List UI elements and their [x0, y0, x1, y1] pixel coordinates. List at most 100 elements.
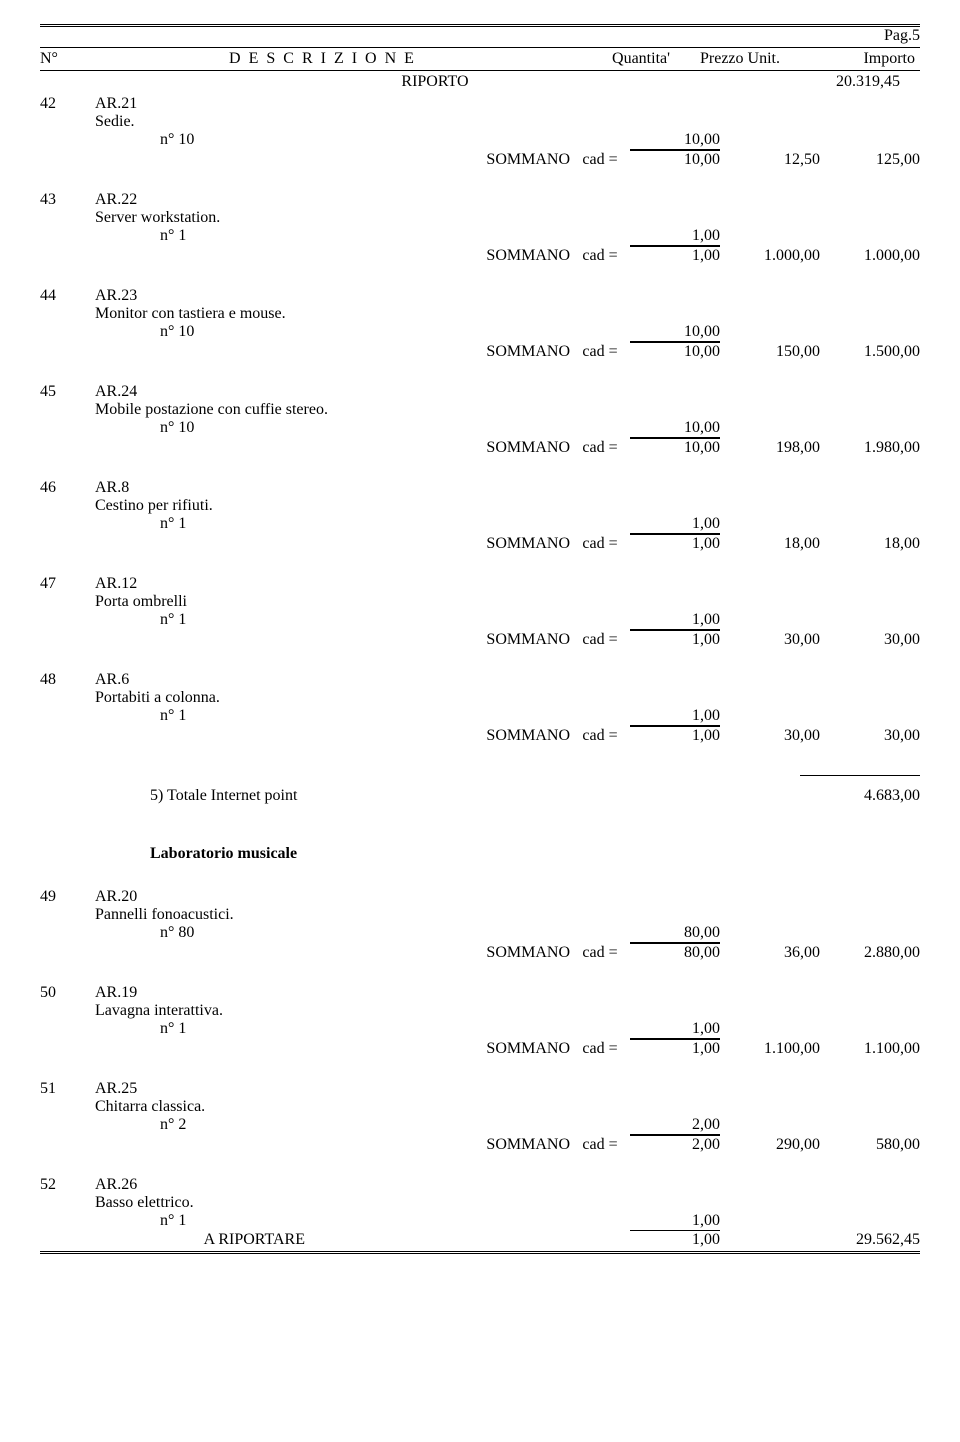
qty-value: 1,00	[630, 515, 720, 534]
header-price: Prezzo Unit.	[685, 50, 795, 68]
unit-label: cad =	[570, 1136, 630, 1154]
sommano-label: SOMMANO	[470, 439, 570, 457]
item-desc: Server workstation.	[40, 209, 220, 227]
qty-value: 80,00	[630, 924, 720, 943]
item-number: 49	[40, 888, 95, 906]
item-desc: Cestino per rifiuti.	[40, 497, 213, 515]
item-code: AR.21	[95, 95, 137, 113]
item-number: 45	[40, 383, 95, 401]
item-code: AR.26	[95, 1176, 137, 1194]
sommano-label: SOMMANO	[470, 631, 570, 649]
sum-value: 10,00	[630, 150, 720, 169]
item-code: AR.20	[95, 888, 137, 906]
qty-value: 1,00	[630, 1020, 720, 1039]
unit-label: cad =	[570, 247, 630, 265]
item-number: 43	[40, 191, 95, 209]
header-imp: Importo	[795, 50, 915, 68]
unit-label: cad =	[570, 343, 630, 361]
sommano-label: SOMMANO	[470, 1040, 570, 1058]
qty-line-label: n° 80	[40, 924, 470, 942]
item-block: 45 AR.24 Mobile postazione con cuffie st…	[40, 383, 920, 457]
items2-container: 49 AR.20 Pannelli fonoacustici. n° 80 80…	[40, 888, 920, 1154]
unit-label: cad =	[570, 944, 630, 962]
item-block: 48 AR.6 Portabiti a colonna. n° 1 1,00 S…	[40, 671, 920, 745]
qty-row: n° 10 10,00	[40, 419, 920, 438]
item-block: 52 AR.26 Basso elettrico. n° 1 1,00 A RI…	[40, 1176, 920, 1249]
importo-value: 30,00	[820, 727, 920, 745]
qty-line-label: n° 1	[40, 227, 470, 245]
item-desc: Porta ombrelli	[40, 593, 187, 611]
sum-row: SOMMANO cad = 10,00 198,00 1.980,00	[40, 438, 920, 457]
unit-label: cad =	[570, 151, 630, 169]
section-total-row: 5) Totale Internet point 4.683,00	[40, 787, 920, 805]
qty-row: n° 1 1,00	[40, 227, 920, 246]
sum-row: SOMMANO cad = 2,00 290,00 580,00	[40, 1135, 920, 1154]
item-block: 50 AR.19 Lavagna interattiva. n° 1 1,00 …	[40, 984, 920, 1058]
item-code: AR.23	[95, 287, 137, 305]
item-desc: Sedie.	[40, 113, 135, 131]
item-code: AR.25	[95, 1080, 137, 1098]
sum-row: SOMMANO cad = 10,00 12,50 125,00	[40, 150, 920, 169]
sommano-label: SOMMANO	[470, 151, 570, 169]
qty-line-label: n° 1	[40, 611, 470, 629]
item-block: 51 AR.25 Chitarra classica. n° 2 2,00 SO…	[40, 1080, 920, 1154]
importo-value: 125,00	[820, 151, 920, 169]
riporto-value: 20.319,45	[550, 73, 900, 91]
page-number: Pag.5	[40, 27, 920, 48]
section-total-label: 5) Totale Internet point	[40, 787, 740, 805]
item-number: 52	[40, 1176, 95, 1194]
sum-row: SOMMANO cad = 1,00 30,00 30,00	[40, 630, 920, 649]
item-code: AR.12	[95, 575, 137, 593]
item-code: AR.24	[95, 383, 137, 401]
item-number: 46	[40, 479, 95, 497]
item-block: 44 AR.23 Monitor con tastiera e mouse. n…	[40, 287, 920, 361]
importo-value: 1.100,00	[820, 1040, 920, 1058]
item-number: 42	[40, 95, 95, 113]
sum-row: SOMMANO cad = 80,00 36,00 2.880,00	[40, 943, 920, 962]
total-separator	[800, 775, 920, 777]
item-number: 51	[40, 1080, 95, 1098]
price-value: 1.100,00	[720, 1040, 820, 1058]
qty-line-label: n° 1	[40, 1212, 470, 1230]
importo-value: 1.500,00	[820, 343, 920, 361]
page: Pag.5 N° D E S C R I Z I O N E Quantita'…	[0, 0, 960, 1294]
price-value: 30,00	[720, 631, 820, 649]
sum-row: SOMMANO cad = 1,00 1.100,00 1.100,00	[40, 1039, 920, 1058]
item-code: AR.19	[95, 984, 137, 1002]
header-n: N°	[40, 50, 95, 68]
sum-row: SOMMANO cad = 1,00 18,00 18,00	[40, 534, 920, 553]
price-value: 290,00	[720, 1136, 820, 1154]
qty-value: 1,00	[630, 227, 720, 246]
items-container: 42 AR.21 Sedie. n° 10 10,00 SOMMANO cad …	[40, 95, 920, 745]
sum-row: SOMMANO cad = 10,00 150,00 1.500,00	[40, 342, 920, 361]
importo-value: 580,00	[820, 1136, 920, 1154]
qty-line-label: n° 1	[40, 707, 470, 725]
a-riportare-qty: 1,00	[305, 1231, 720, 1249]
importo-value: 1.980,00	[820, 439, 920, 457]
item-block: 49 AR.20 Pannelli fonoacustici. n° 80 80…	[40, 888, 920, 962]
importo-value: 1.000,00	[820, 247, 920, 265]
sum-value: 10,00	[630, 438, 720, 457]
price-value: 12,50	[720, 151, 820, 169]
sommano-label: SOMMANO	[470, 944, 570, 962]
sommano-label: SOMMANO	[470, 535, 570, 553]
a-riportare-label: A RIPORTARE	[40, 1231, 305, 1249]
sum-value: 1,00	[630, 726, 720, 745]
qty-line-label: n° 1	[40, 1020, 470, 1038]
item-number: 48	[40, 671, 95, 689]
sum-row: SOMMANO cad = 1,00 1.000,00 1.000,00	[40, 246, 920, 265]
sum-row: SOMMANO cad = 1,00 30,00 30,00	[40, 726, 920, 745]
sum-value: 1,00	[630, 534, 720, 553]
header-desc: D E S C R I Z I O N E	[95, 50, 550, 68]
sommano-label: SOMMANO	[470, 1136, 570, 1154]
qty-value: 1,00	[630, 611, 720, 630]
unit-label: cad =	[570, 535, 630, 553]
unit-label: cad =	[570, 439, 630, 457]
item-number: 47	[40, 575, 95, 593]
qty-value: 1,00	[630, 707, 720, 726]
item-desc: Basso elettrico.	[40, 1194, 194, 1212]
qty-value: 10,00	[630, 131, 720, 150]
header-qty: Quantita'	[550, 50, 685, 68]
section-title: Laboratorio musicale	[40, 845, 920, 863]
price-value: 1.000,00	[720, 247, 820, 265]
